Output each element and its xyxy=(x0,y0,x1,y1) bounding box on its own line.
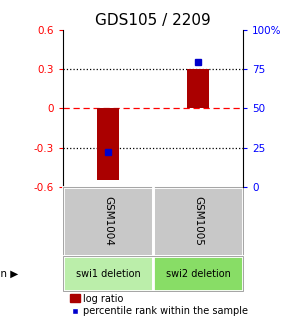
Legend: log ratio, percentile rank within the sample: log ratio, percentile rank within the sa… xyxy=(68,292,250,319)
Text: swi2 deletion: swi2 deletion xyxy=(166,268,230,279)
Text: GSM1005: GSM1005 xyxy=(193,197,203,246)
Bar xyxy=(97,109,119,180)
Text: strain ▶: strain ▶ xyxy=(0,268,18,279)
Bar xyxy=(63,187,153,256)
Title: GDS105 / 2209: GDS105 / 2209 xyxy=(95,13,211,28)
Bar xyxy=(153,256,243,291)
Bar xyxy=(63,256,153,291)
Bar xyxy=(187,69,209,109)
Text: GSM1004: GSM1004 xyxy=(103,197,113,246)
Bar xyxy=(153,187,243,256)
Text: swi1 deletion: swi1 deletion xyxy=(76,268,140,279)
